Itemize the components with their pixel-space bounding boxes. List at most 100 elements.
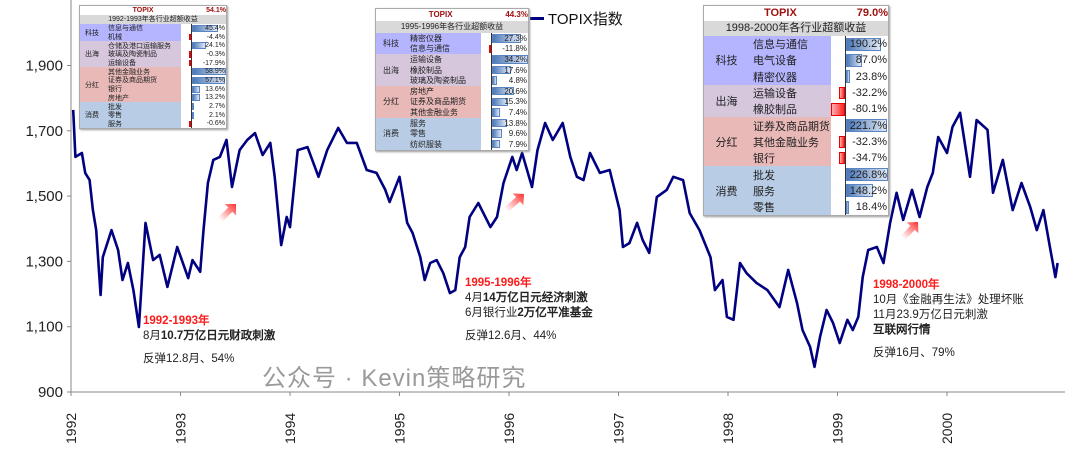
sector-row: 运输设备 -17.9%	[104, 58, 226, 68]
positive-bar	[492, 34, 521, 43]
positive-bar	[192, 68, 226, 76]
y-tick-label: 1,300	[25, 253, 63, 270]
rebound-arrow-icon	[217, 204, 236, 223]
group-name: 科技	[80, 24, 104, 42]
sector-name: 其他金融业务	[749, 133, 831, 151]
sector-group: 分红 房地产 20.6% 证券及商品期货 15.3% 其他金融业务 7.4%	[376, 85, 528, 118]
sector-name: 其他金融业务	[406, 107, 481, 118]
excess-return-value: 148.2%	[849, 184, 887, 197]
negative-bar-cell	[831, 52, 846, 69]
negative-bar-cell	[481, 43, 492, 55]
excess-return-value: 9.6%	[508, 129, 527, 139]
sector-group: 分红 其他金融业务 58.9% 证券及商品期货 57.1% 银行 13.6% 房…	[80, 67, 226, 103]
sector-name: 批发	[104, 102, 181, 111]
negative-bar-cell	[481, 138, 492, 150]
x-tick-label: 1994	[282, 413, 298, 444]
sector-items: 证券及商品期货 221.7% 其他金融业务 -32.3% 银行 -34.7%	[749, 117, 888, 167]
excess-return-value: -34.7%	[852, 152, 887, 165]
value-cell: -34.7%	[846, 150, 888, 167]
sector-group: 消费 批发 226.8% 服务 148.2% 零售 18.4%	[704, 166, 888, 216]
annotation-line: 8月10.7万亿日元财政刺激	[143, 329, 275, 344]
excess-return-value: 190.2%	[849, 38, 887, 51]
annotation-rebound: 反弹16月、79%	[873, 347, 955, 359]
x-tick-label: 2000	[939, 413, 955, 444]
annotation-period: 1995-1996年	[465, 277, 532, 289]
annotation-month: 4月	[465, 292, 483, 304]
x-tick-label: 1997	[611, 413, 627, 444]
sector-items: 运输设备 -32.2% 橡胶制品 -80.1%	[749, 84, 888, 118]
sector-row: 零售 9.6%	[406, 128, 528, 139]
value-cell: 45.4%	[192, 24, 226, 33]
excess-return-value: -11.8%	[502, 44, 527, 54]
value-cell: 226.8%	[846, 166, 888, 183]
sector-row: 信息与通信 190.2%	[749, 36, 888, 53]
negative-bar-cell	[481, 33, 492, 44]
sector-name: 运输设备	[749, 84, 831, 102]
value-cell: 2.7%	[192, 102, 226, 111]
negative-bar-cell	[181, 58, 192, 68]
excess-return-value: 57.1%	[205, 76, 225, 84]
inset-subtitle: 1995-1996年各行业超额收益	[376, 21, 528, 33]
positive-bar	[846, 37, 882, 51]
excess-return-value: -0.6%	[206, 120, 225, 128]
group-name: 出海	[80, 41, 104, 68]
value-cell: 24.1%	[192, 41, 226, 51]
sector-items: 仓储及港口运输服务 24.1% 玻璃及陶瓷制品 -0.3% 运输设备 -17.9…	[104, 41, 226, 68]
excess-return-value: 27.3%	[504, 33, 527, 43]
value-cell: 148.2%	[846, 182, 888, 199]
positive-bar	[492, 129, 503, 138]
annotation-month: 8月	[143, 330, 161, 342]
watermark: 公众号 · Kevin策略研究	[262, 365, 527, 392]
negative-bar-cell	[181, 110, 192, 120]
rebound-arrow-icon	[900, 222, 919, 241]
sector-row: 服务 148.2%	[749, 182, 888, 199]
sector-row: 证券及商品期货 57.1%	[104, 76, 226, 85]
excess-return-value: -0.3%	[206, 50, 225, 58]
sector-name: 电气设备	[749, 52, 831, 69]
group-name: 出海	[376, 54, 406, 86]
annotation-rebound: 反弹12.6月、44%	[465, 330, 557, 342]
sector-name: 证券及商品期货	[406, 96, 481, 108]
sector-row: 其他金融业务 7.4%	[406, 107, 528, 118]
sector-row: 批发 226.8%	[749, 166, 888, 183]
annotation-rebound: 反弹12.8月、54%	[143, 353, 235, 365]
sector-row: 零售 18.4%	[749, 198, 888, 216]
topix-row: TOPIX 79.0%	[704, 6, 888, 21]
positive-bar	[192, 103, 194, 110]
excess-return-value: -80.1%	[852, 103, 887, 116]
sector-group: 出海 运输设备 -32.2% 橡胶制品 -80.1%	[704, 84, 888, 118]
value-cell: 23.8%	[846, 68, 888, 85]
value-cell: 4.8%	[492, 75, 528, 86]
inset-subtitle: 1998-2000年各行业超额收益	[704, 21, 888, 36]
annotation-month: 6月银行业	[465, 307, 518, 319]
negative-bar	[189, 33, 191, 41]
sector-row: 橡胶制品 -80.1%	[749, 101, 888, 118]
x-tick-label: 1999	[830, 413, 846, 444]
annotation-line: 11月23.9万亿日元刺激	[873, 309, 988, 321]
negative-bar-cell	[181, 119, 192, 129]
sector-name: 零售	[749, 198, 831, 216]
sector-name: 信息与通信	[406, 43, 481, 55]
sector-group: 消费 批发 2.7% 零售 2.1% 服务 -0.6%	[80, 102, 226, 129]
value-cell: -0.3%	[192, 50, 226, 59]
value-cell: 18.4%	[846, 198, 888, 216]
negative-bar-cell	[181, 24, 192, 33]
x-tick-label: 1992	[63, 413, 79, 444]
excess-return-value: 17.6%	[504, 65, 527, 75]
negative-bar-cell	[181, 41, 192, 51]
negative-bar	[839, 135, 845, 149]
sector-row: 批发 2.7%	[104, 102, 226, 111]
value-cell: 13.6%	[192, 84, 226, 94]
x-tick-label: 1995	[392, 413, 408, 444]
excess-return-value: 18.4%	[855, 201, 887, 214]
sector-items: 运输设备 34.2% 橡胶制品 17.6% 玻璃及陶瓷制品 4.8%	[406, 54, 528, 86]
sector-items: 批发 226.8% 服务 148.2% 零售 18.4%	[749, 166, 888, 216]
negative-bar-cell	[481, 85, 492, 97]
group-name: 科技	[376, 33, 406, 55]
group-name: 消费	[376, 117, 406, 150]
negative-bar	[189, 120, 191, 128]
value-cell: 57.1%	[192, 76, 226, 85]
negative-bar-cell	[181, 84, 192, 94]
negative-bar-cell	[831, 133, 846, 151]
